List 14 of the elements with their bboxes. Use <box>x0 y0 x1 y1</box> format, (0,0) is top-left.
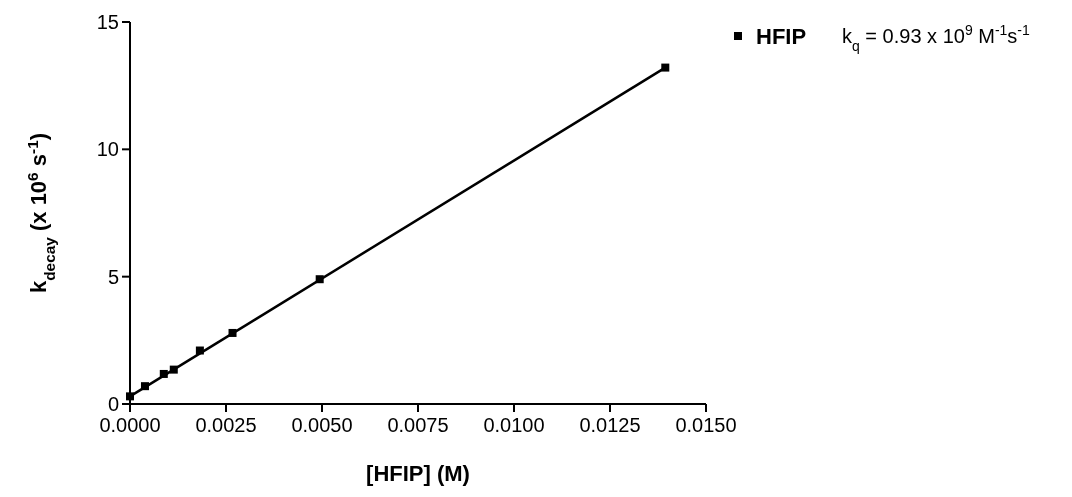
x-tick-label: 0.0025 <box>195 414 257 436</box>
y-tick-label: 0 <box>107 393 119 415</box>
x-tick-label: 0.0100 <box>483 414 545 436</box>
x-tick-label: 0.0150 <box>675 414 737 436</box>
x-tick-label: 0.0125 <box>579 414 641 436</box>
y-tick-label: 5 <box>107 265 119 288</box>
x-tick-label: 0.0000 <box>99 414 161 436</box>
x-axis-title: [HFIP] (M) <box>366 461 470 486</box>
y-tick-label: 15 <box>96 11 119 33</box>
text: k$_{q}$ = 0.93 x 10$^{9}$ M$^{-1}$s$^{-1}$ <box>842 22 1031 54</box>
x-tick-label: 0.0075 <box>387 414 449 436</box>
y-tick-label: 10 <box>96 138 119 161</box>
legend-label: HFIP <box>756 23 807 49</box>
x-tick-label: 0.0050 <box>291 414 353 436</box>
